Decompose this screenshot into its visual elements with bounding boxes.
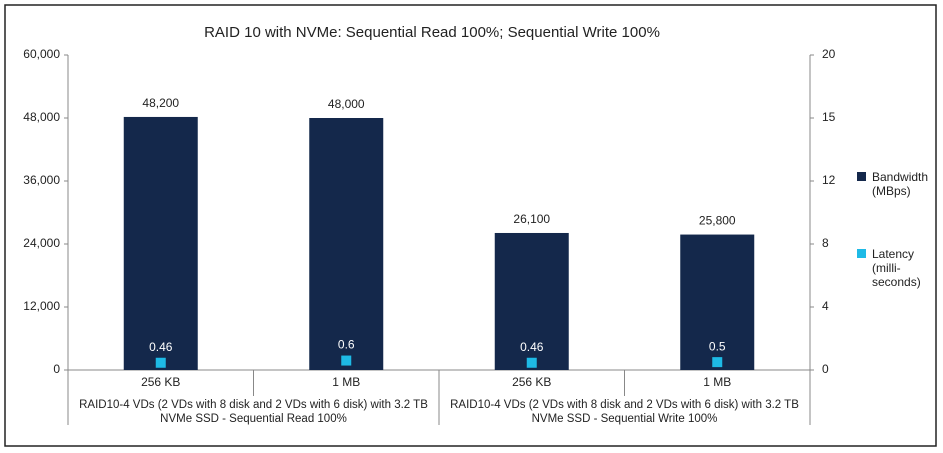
y2-tick-label: 20 — [822, 47, 836, 61]
marker — [155, 357, 166, 368]
data-label: 48,000 — [328, 97, 365, 111]
bar — [309, 118, 384, 370]
chart-title: RAID 10 with NVMe: Sequential Read 100%;… — [204, 24, 660, 41]
legend-swatch — [857, 249, 866, 258]
data-label: 0.46 — [520, 340, 544, 354]
y2-tick-label: 8 — [822, 236, 829, 250]
x-tick-label: 256 KB — [512, 375, 551, 389]
legend-label: Bandwidth (MBps) — [872, 170, 929, 198]
y-tick-label: 36,000 — [23, 173, 60, 187]
x-tick-label: 256 KB — [141, 375, 180, 389]
y2-tick-label: 12 — [822, 173, 836, 187]
legend-swatch — [857, 172, 866, 181]
y2-tick-label: 4 — [822, 299, 829, 313]
group-label: RAID10-4 VDs (2 VDs with 8 disk and 2 VD… — [79, 399, 428, 425]
y2-tick-label: 0 — [822, 362, 829, 376]
bar — [123, 116, 198, 370]
data-label: 0.6 — [338, 338, 355, 352]
marker — [712, 357, 723, 368]
marker — [341, 355, 352, 366]
y-tick-label: 24,000 — [23, 236, 60, 250]
y2-tick-label: 15 — [822, 110, 836, 124]
group-label: RAID10-4 VDs (2 VDs with 8 disk and 2 VD… — [450, 399, 799, 425]
y-tick-label: 60,000 — [23, 47, 60, 61]
y-tick-label: 12,000 — [23, 299, 60, 313]
x-tick-label: 1 MB — [332, 375, 360, 389]
y-tick-label: 48,000 — [23, 110, 60, 124]
data-label: 48,200 — [142, 96, 179, 110]
bar — [494, 232, 569, 370]
marker — [526, 357, 537, 368]
x-tick-label: 1 MB — [703, 375, 731, 389]
data-label: 0.46 — [149, 340, 173, 354]
y-tick-label: 0 — [53, 362, 60, 376]
bar — [680, 234, 755, 370]
data-label: 26,100 — [513, 212, 550, 226]
data-label: 0.5 — [709, 339, 726, 353]
data-label: 25,800 — [699, 214, 736, 228]
legend-label: Latency (milli-seconds) — [872, 247, 921, 289]
